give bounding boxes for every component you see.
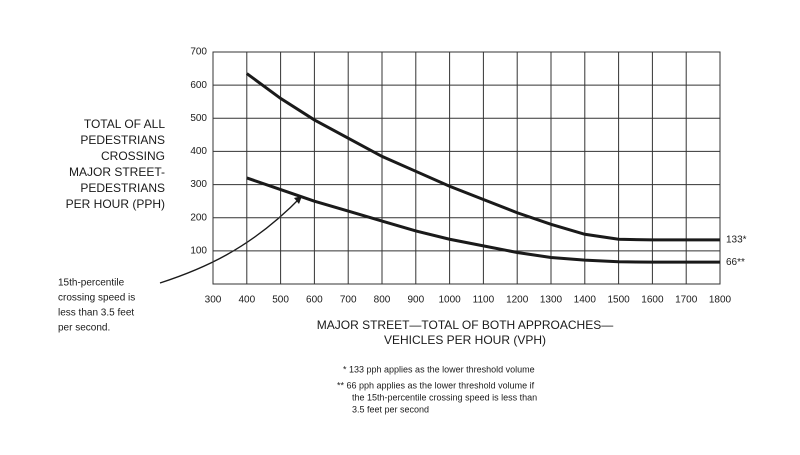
y-tick-label: 500	[190, 113, 207, 124]
y-axis-label: MAJOR STREET-	[69, 165, 165, 179]
y-tick-label: 200	[190, 212, 207, 223]
x-tick-label: 1700	[675, 295, 698, 306]
x-tick-label: 1500	[607, 295, 630, 306]
y-axis-label: PEDESTRIANS	[80, 133, 165, 147]
y-tick-label: 400	[190, 146, 207, 157]
x-tick-label: 500	[272, 295, 289, 306]
x-tick-label: 1000	[438, 295, 461, 306]
series-label: 66**	[726, 257, 745, 268]
footnote: the 15th-percentile crossing speed is le…	[352, 392, 537, 402]
x-tick-label: 700	[340, 295, 357, 306]
x-tick-label: 1800	[709, 295, 732, 306]
footnote: ** 66 pph applies as the lower threshold…	[337, 380, 535, 390]
annotation-arrow	[159, 195, 303, 284]
arrow-head	[294, 196, 302, 204]
y-axis-label: CROSSING	[101, 149, 165, 163]
y-axis-label: TOTAL OF ALL	[84, 117, 165, 131]
annotation: crossing speed is	[58, 293, 135, 304]
footnote: 3.5 feet per second	[352, 404, 429, 414]
series-label: 133*	[726, 235, 747, 246]
x-tick-label: 1200	[506, 295, 529, 306]
x-tick-label: 1300	[540, 295, 563, 306]
x-axis-label: VEHICLES PER HOUR (VPH)	[384, 333, 546, 347]
x-tick-label: 1400	[574, 295, 597, 306]
x-tick-label: 1600	[641, 295, 664, 306]
y-axis-label: PEDESTRIANS	[80, 181, 165, 195]
x-tick-label: 600	[306, 295, 323, 306]
y-tick-label: 300	[190, 179, 207, 190]
x-axis-label: MAJOR STREET—TOTAL OF BOTH APPROACHES—	[317, 318, 613, 332]
annotation: per second.	[58, 323, 110, 334]
x-tick-label: 800	[374, 295, 391, 306]
y-tick-label: 700	[190, 47, 207, 58]
x-tick-label: 1100	[473, 295, 495, 306]
annotation: less than 3.5 feet	[58, 308, 134, 319]
footnote: * 133 pph applies as the lower threshold…	[343, 364, 535, 374]
series-line	[246, 176, 720, 264]
x-tick-label: 300	[205, 295, 222, 306]
x-tick-label: 900	[407, 295, 424, 306]
y-axis-label: PER HOUR (PPH)	[66, 197, 165, 211]
y-tick-label: 100	[190, 245, 207, 256]
series-line	[245, 72, 720, 242]
y-tick-label: 600	[190, 80, 207, 91]
x-tick-label: 400	[238, 295, 255, 306]
annotation: 15th-percentile	[58, 278, 125, 289]
